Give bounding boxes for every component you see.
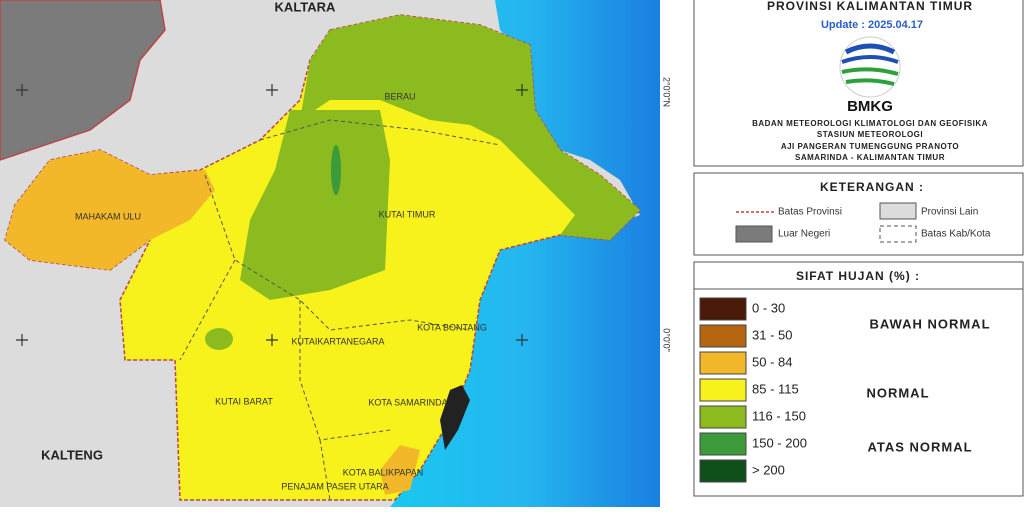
regency-boundary — [179, 119, 501, 501]
class-swatch — [699, 378, 747, 402]
region-label: MAHAKAM ULU — [75, 211, 141, 221]
gap — [660, 0, 690, 507]
region-label: KOTA SAMARINDA — [368, 397, 447, 407]
region-label: KOTA BONTANG — [417, 322, 487, 332]
zone-above-normal — [205, 328, 233, 350]
cross — [516, 334, 528, 346]
panel-border — [693, 261, 1024, 497]
class-swatch — [699, 405, 747, 429]
swatch — [879, 202, 917, 220]
class-swatch — [699, 432, 747, 456]
map: 2°0'0"N 0°0'0" KALTARA KALTENG BERAU MAHAKA… — [0, 0, 672, 507]
agency-line: AJI PANGERAN TUMENGGUNG PRANOTO — [781, 142, 959, 151]
graticule-label: 2°0'0"N — [662, 77, 672, 107]
class-swatch — [699, 297, 747, 321]
class-label: 0 - 30 — [752, 300, 785, 315]
swatch — [735, 225, 773, 243]
agency-line: STASIUN METEOROLOGI — [817, 130, 923, 139]
zone-below-normal — [5, 150, 215, 270]
delta — [440, 385, 470, 450]
rain-panel: SIFAT HUJAN (%) : BAWAH NORMAL NORMAL AT… — [693, 261, 1024, 497]
cross — [266, 334, 278, 346]
graticule — [16, 84, 528, 346]
class-label: 150 - 200 — [752, 435, 807, 450]
region-label: KUTAIKARTANEGARA — [291, 336, 384, 346]
class-swatch — [699, 459, 747, 483]
class-swatch — [699, 351, 747, 375]
class-label: 85 - 115 — [752, 381, 799, 396]
rain-title: SIFAT HUJAN (%) : — [796, 269, 920, 283]
legend-label: Batas Provinsi — [778, 207, 842, 218]
legend-label: Luar Negeri — [778, 229, 830, 240]
title: PROVINSI KALIMANTAN TIMUR — [767, 0, 973, 13]
legend-panel: KETERANGAN : Batas Provinsi Provinsi Lai… — [693, 172, 1024, 256]
group-label: NORMAL — [866, 385, 929, 400]
zone-high — [331, 145, 341, 195]
region-label: PENAJAM PASER UTARA — [281, 481, 388, 491]
legend-label: Batas Kab/Kota — [921, 229, 991, 240]
cross — [266, 84, 278, 96]
update: Update : 2025.04.17 — [821, 19, 923, 31]
logo-text: BMKG — [847, 98, 893, 115]
cross — [16, 84, 28, 96]
zone-above-normal — [300, 15, 640, 240]
class-label: 116 - 150 — [752, 408, 806, 423]
region-label: KUTAI BARAT — [215, 396, 273, 406]
cross — [16, 334, 28, 346]
class-label: > 200 — [752, 462, 785, 477]
sea — [390, 0, 660, 507]
class-label: 50 - 84 — [752, 354, 792, 369]
header-panel: PROVINSI KALIMANTAN TIMUR Update : 2025.… — [693, 0, 1024, 167]
cross — [516, 84, 528, 96]
foreign-land — [0, 0, 166, 161]
legend-title: KETERANGAN : — [820, 180, 924, 194]
class-swatch — [699, 324, 747, 348]
region-label: BERAU — [384, 91, 415, 101]
zone-above-normal — [240, 110, 390, 300]
group-label: BAWAH NORMAL — [869, 316, 990, 331]
group-label: ATAS NORMAL — [867, 439, 972, 454]
zone-below-normal — [380, 445, 420, 495]
region-label: KALTARA — [275, 0, 337, 14]
region-label: KOTA BALIKPAPAN — [343, 467, 424, 477]
legend-label: Provinsi Lain — [921, 207, 978, 218]
map-labels: KALTARA KALTENG BERAU MAHAKAM ULU KUTAI TIMU… — [41, 0, 487, 491]
logo — [839, 36, 901, 98]
agency-line: SAMARINDA - KALIMANTAN TIMUR — [795, 153, 945, 162]
graticule-label: 0°0'0" — [662, 328, 672, 352]
agency-line: BADAN METEOROLOGI KLIMATOLOGI DAN GEOFIS… — [752, 119, 988, 128]
swatch — [879, 225, 917, 243]
region-label: KALTENG — [41, 447, 103, 462]
region-label: KUTAI TIMUR — [379, 209, 436, 219]
class-label: 31 - 50 — [752, 327, 792, 342]
